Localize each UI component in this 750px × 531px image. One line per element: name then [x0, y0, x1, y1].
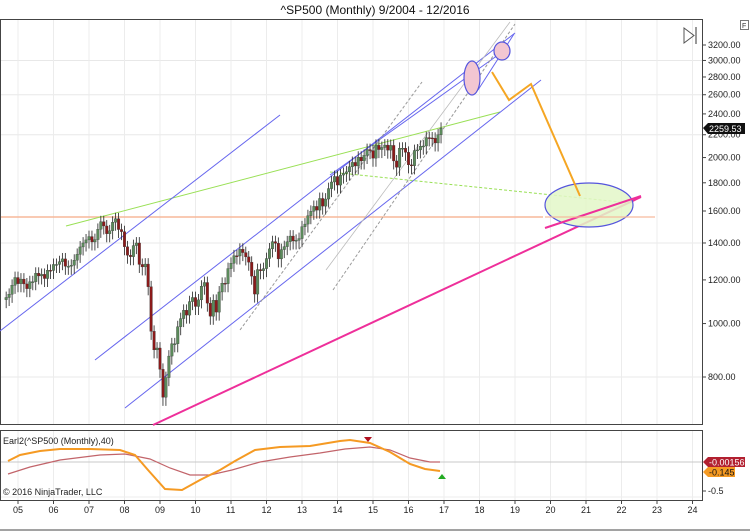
projection-path [491, 71, 581, 197]
x-tick-label: 15 [368, 505, 378, 515]
grid-lines [1, 20, 702, 500]
y-tick-label: 3200.00 [708, 40, 741, 50]
indicator-value-orange-flag: -0.145 [703, 467, 735, 478]
svg-text:F: F [742, 23, 746, 30]
float-button[interactable]: F [740, 20, 749, 31]
svg-text:-0.145: -0.145 [709, 468, 735, 478]
x-tick-label: 22 [617, 505, 627, 515]
y-tick-label: 2400.00 [708, 109, 741, 119]
y-tick-label: 1200.00 [708, 275, 741, 285]
indicator-y-tick: -0.5 [708, 486, 724, 496]
price-panel-frame [0, 19, 703, 425]
copyright-text: © 2016 NinjaTrader, LLC [3, 487, 103, 497]
x-tick-label: 07 [84, 505, 94, 515]
x-tick-label: 24 [688, 505, 698, 515]
x-tick-label: 19 [510, 505, 520, 515]
indicator-label: Earl2(^SP500 (Monthly),40) [3, 436, 114, 446]
y-tick-label: 1800.00 [708, 178, 741, 188]
marker-ellipse [463, 60, 481, 96]
y-tick-label: 1400.00 [708, 238, 741, 248]
last-price-label: 2259.53 [709, 124, 742, 134]
x-tick-label: 11 [226, 505, 235, 515]
y-tick-label: 800.00 [708, 372, 736, 382]
sell-marker-icon [364, 437, 372, 442]
last-price-flag: 2259.53 [703, 123, 745, 134]
chart-title: ^SP500 (Monthly) 9/2004 - 12/2016 [280, 3, 470, 17]
x-tick-label: 14 [333, 505, 343, 515]
y-tick-label: 2000.00 [708, 153, 741, 163]
x-tick-label: 17 [439, 505, 449, 515]
indicator-panel-frame [0, 430, 703, 501]
x-tick-label: 18 [475, 505, 485, 515]
y-tick-label: 2200.00 [708, 130, 741, 140]
x-tick-label: 12 [262, 505, 272, 515]
y-tick-label: 3000.00 [708, 55, 741, 65]
x-tick-label: 09 [155, 505, 165, 515]
x-tick-label: 16 [404, 505, 414, 515]
projection-drawings[interactable] [463, 41, 655, 229]
svg-text:-0.00156: -0.00156 [709, 458, 745, 468]
x-tick-label: 08 [120, 505, 130, 515]
target-ellipse [544, 182, 634, 228]
x-tick-label: 13 [297, 505, 307, 515]
price-candles [4, 122, 443, 406]
y-tick-label: 1000.00 [708, 319, 741, 329]
indicator-value-red-flag: -0.00156 [703, 457, 745, 468]
buy-marker-icon [438, 474, 446, 479]
indicator-lines [7, 437, 446, 492]
y-tick-label: 2800.00 [708, 72, 741, 82]
x-tick-label: 05 [13, 505, 23, 515]
price-axis[interactable]: 3200.00 3000.00 2800.00 2600.00 2400.00 2200.… [702, 40, 741, 382]
y-tick-label: 2600.00 [708, 90, 741, 100]
y-tick-label: 1600.00 [708, 206, 741, 216]
x-tick-label: 10 [191, 505, 201, 515]
x-tick-label: 21 [581, 505, 591, 515]
time-axis[interactable]: 05 06 07 08 09 10 11 12 13 14 15 16 17 18 19 20 21 22 23 24 [13, 500, 698, 515]
skip-end-icon[interactable] [683, 27, 697, 44]
drawing-objects[interactable] [0, 21, 642, 426]
x-tick-label: 06 [49, 505, 59, 515]
marker-ellipse [493, 41, 511, 61]
x-tick-label: 20 [546, 505, 556, 515]
x-tick-label: 23 [652, 505, 662, 515]
